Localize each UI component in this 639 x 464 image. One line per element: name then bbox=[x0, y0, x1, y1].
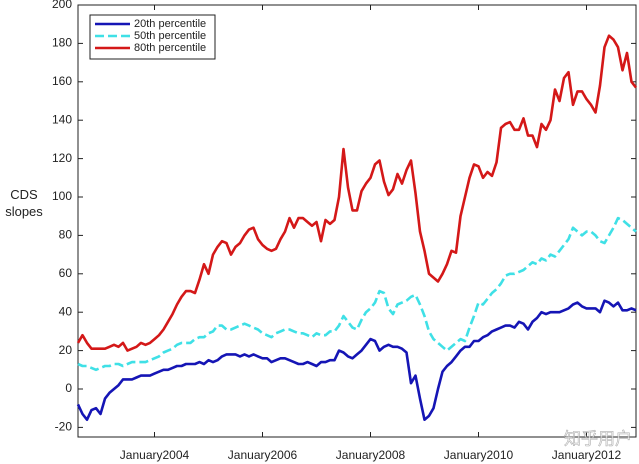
series-line bbox=[76, 299, 637, 421]
legend-label: 80th percentile bbox=[134, 42, 206, 54]
x-tick-label: January2006 bbox=[228, 448, 298, 462]
legend-label: 20th percentile bbox=[134, 18, 206, 30]
y-tick-label: 200 bbox=[52, 0, 72, 11]
legend-label: 50th percentile bbox=[134, 30, 206, 42]
y-tick-label: 60 bbox=[59, 266, 73, 280]
y-tick-label: 160 bbox=[52, 74, 72, 88]
x-tick-label: January2004 bbox=[120, 448, 190, 462]
y-tick-label: 40 bbox=[59, 304, 73, 318]
y-tick-label: 20 bbox=[59, 343, 73, 357]
x-tick-label: January2012 bbox=[552, 448, 622, 462]
watermark: 知乎用户 bbox=[564, 429, 632, 448]
y-tick-label: 0 bbox=[65, 381, 72, 395]
y-tick-label: 180 bbox=[52, 36, 72, 50]
plot-frame bbox=[77, 4, 637, 438]
series-line bbox=[76, 34, 638, 352]
y-axis-label: CDS slopes bbox=[5, 187, 43, 219]
y-tick-label: 140 bbox=[52, 112, 72, 126]
y-tick-label: 120 bbox=[52, 151, 72, 165]
y-tick-label: 80 bbox=[59, 228, 73, 242]
series-line bbox=[77, 216, 637, 372]
x-tick-label: January2008 bbox=[336, 448, 406, 462]
y-tick-label: 100 bbox=[52, 189, 72, 203]
y-tick-label: -20 bbox=[55, 420, 73, 434]
x-tick-label: January2010 bbox=[444, 448, 514, 462]
